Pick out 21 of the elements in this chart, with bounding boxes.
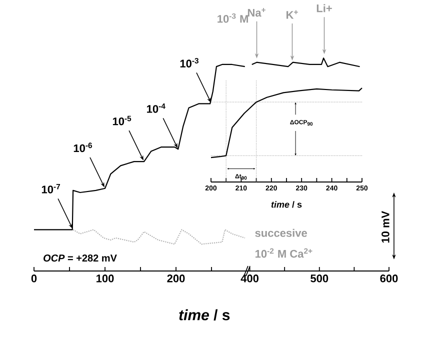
annotation: 10$^{-2}$ M Ca$^{2+}$ xyxy=(256,248,312,258)
annotation: 10 mV xyxy=(382,210,390,243)
x-tick-label: 400 xyxy=(240,274,258,282)
x-axis-title: time / s xyxy=(271,201,302,208)
annotation: succesive xyxy=(255,228,307,237)
annotation: OCP = +282 mV xyxy=(44,254,117,262)
x-tick-label: 0 xyxy=(31,274,37,282)
annotation: Li+ xyxy=(316,4,332,12)
x-tick-label: 600 xyxy=(380,274,398,282)
annotation: Na$^{+}$ xyxy=(248,8,266,17)
x-tick-label: 500 xyxy=(310,274,328,282)
text: 10$^{-3}$ M xyxy=(218,13,248,23)
annotation: 10$^{-3}$ xyxy=(180,58,199,68)
annotation: K$^{+}$ xyxy=(286,10,298,19)
annotation: 10$^{-6}$ xyxy=(74,142,92,152)
annotation: 10$^{-4}$ xyxy=(147,103,166,113)
annotation: 10$^{-5}$ xyxy=(112,116,132,126)
x-tick-label: 200 xyxy=(167,274,185,282)
x-axis-title: time / s xyxy=(179,309,230,320)
annotation: 10$^{-7}$ xyxy=(42,184,60,194)
x-tick-label: 100 xyxy=(96,274,114,282)
